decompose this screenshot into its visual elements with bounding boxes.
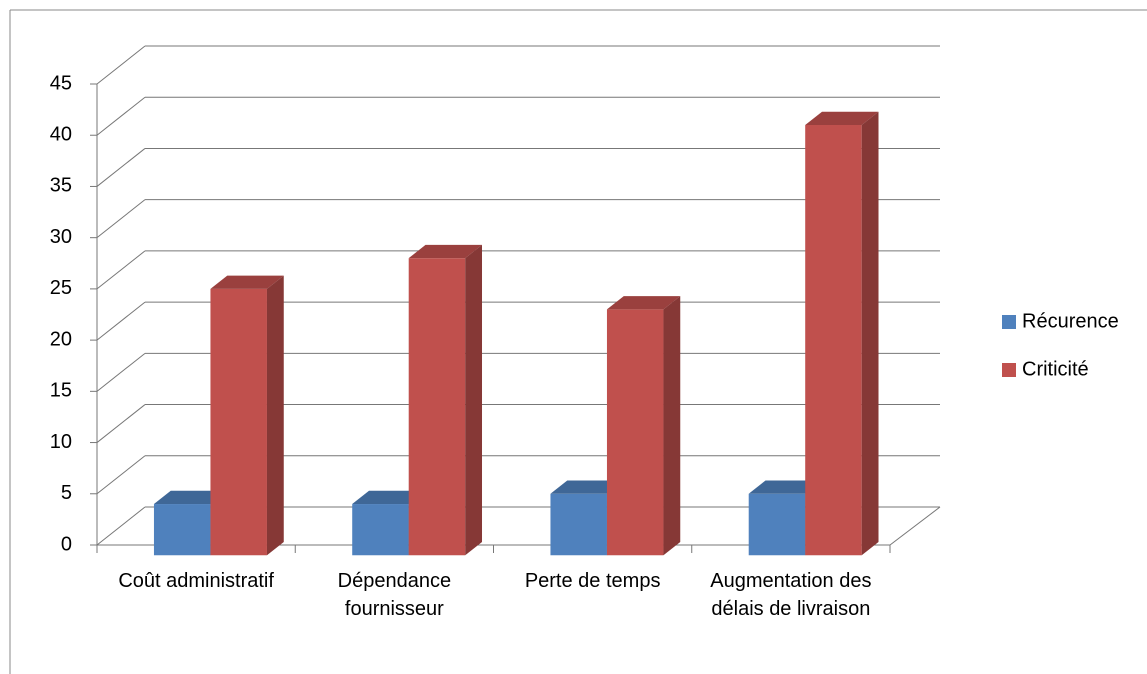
bar-front — [805, 124, 862, 556]
y-tick-label: 30 — [50, 226, 72, 248]
bar-front — [606, 309, 664, 556]
grid-line — [96, 301, 146, 341]
legend-swatch — [1002, 363, 1016, 377]
bar-front — [352, 504, 409, 556]
bar-top — [153, 490, 228, 505]
bar-top — [408, 244, 483, 259]
bar-top — [352, 490, 426, 505]
bar-front — [550, 493, 607, 556]
bar-top — [805, 111, 879, 125]
bar-top — [550, 480, 624, 494]
x-tick-label: Perte de temps — [524, 570, 661, 592]
grid-line — [96, 199, 146, 239]
grid-line — [96, 455, 146, 495]
bar-side — [465, 244, 483, 556]
y-tick-label: 25 — [50, 277, 72, 299]
bar-front — [748, 493, 806, 556]
grid-line — [96, 45, 146, 85]
bar-top — [748, 480, 823, 494]
grid-line — [96, 96, 146, 136]
bar-front — [408, 258, 466, 556]
legend-swatch — [1002, 315, 1016, 329]
y-tick-label: 0 — [61, 533, 72, 555]
legend-label: Criticité — [1022, 358, 1089, 380]
bar — [606, 296, 681, 556]
x-tick-label: Augmentation des délais de livraison — [710, 570, 872, 620]
bar-side — [663, 296, 681, 556]
bar — [805, 111, 879, 556]
bar — [408, 244, 483, 556]
bar-front — [210, 288, 267, 556]
bar-side — [861, 111, 879, 556]
y-tick-label: 15 — [50, 380, 72, 402]
bar-top — [210, 275, 284, 289]
y-tick-label: 45 — [50, 72, 72, 94]
x-tick-label: Coût administratif — [118, 570, 274, 592]
floor-edge — [889, 506, 941, 546]
x-tick-label: Dépendance fournisseur — [337, 570, 452, 620]
y-tick-label: 35 — [50, 175, 72, 197]
bar-front — [153, 504, 211, 556]
grid-line — [96, 506, 146, 546]
bar — [210, 275, 284, 556]
grid-line — [96, 352, 146, 392]
bar-side — [266, 275, 284, 556]
grid-line — [96, 148, 146, 187]
grid-line — [96, 404, 146, 443]
grid-line — [96, 250, 146, 290]
y-tick-label: 10 — [50, 431, 72, 453]
legend-label: Récurence — [1022, 310, 1119, 332]
y-tick-label: 5 — [61, 482, 72, 504]
bar-top — [606, 296, 681, 310]
y-tick-label: 20 — [50, 328, 72, 350]
y-tick-label: 40 — [50, 124, 72, 146]
